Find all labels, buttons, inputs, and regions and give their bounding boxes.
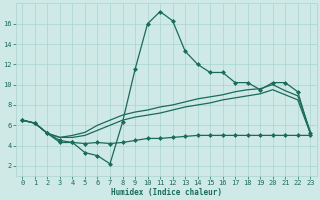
X-axis label: Humidex (Indice chaleur): Humidex (Indice chaleur): [111, 188, 222, 197]
